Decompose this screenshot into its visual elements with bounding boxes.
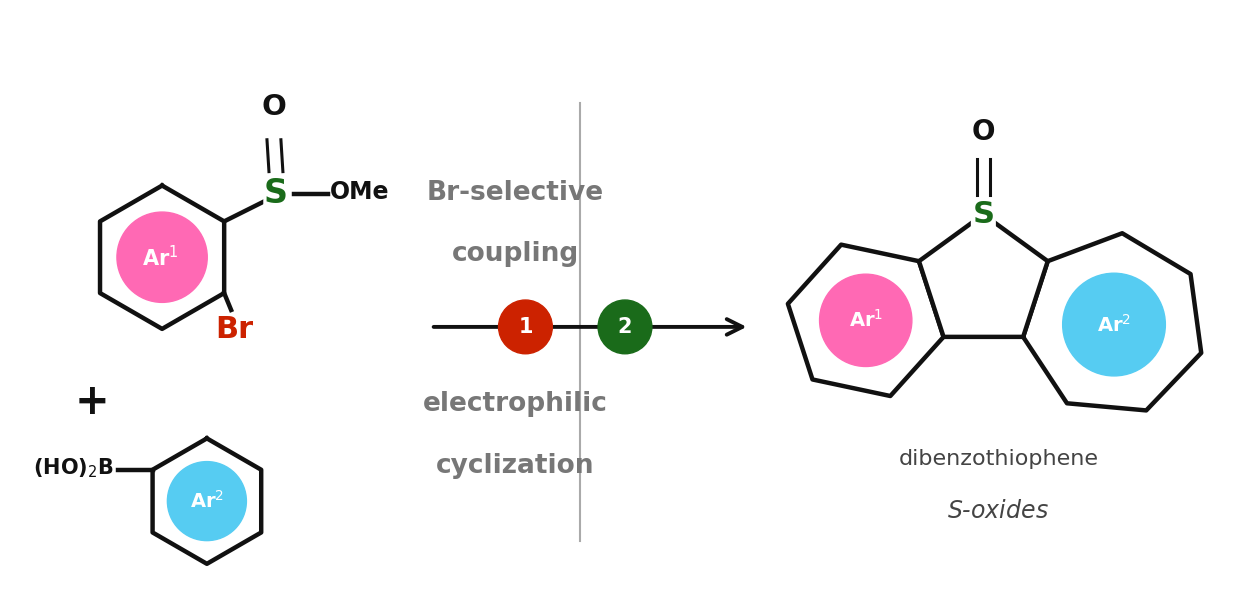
Text: dibenzothiophene: dibenzothiophene — [898, 449, 1098, 469]
Text: Br-selective: Br-selective — [427, 179, 605, 206]
Polygon shape — [787, 245, 943, 396]
Text: S: S — [973, 200, 994, 229]
Polygon shape — [919, 214, 1047, 337]
Circle shape — [499, 300, 552, 354]
Text: cyclization: cyclization — [437, 453, 595, 479]
Text: O: O — [972, 118, 995, 146]
Circle shape — [820, 274, 912, 367]
Polygon shape — [100, 185, 224, 329]
Polygon shape — [153, 438, 261, 564]
Text: $\it{S}$-oxides: $\it{S}$-oxides — [948, 499, 1049, 523]
Circle shape — [1062, 273, 1166, 376]
Text: 2: 2 — [618, 317, 632, 337]
Text: OMe: OMe — [330, 179, 389, 204]
Polygon shape — [1023, 233, 1202, 411]
Circle shape — [168, 461, 246, 540]
Text: O: O — [261, 93, 286, 121]
Text: Br: Br — [215, 315, 254, 345]
Text: Ar$^1$: Ar$^1$ — [142, 245, 178, 270]
Text: (HO)$_2$B: (HO)$_2$B — [34, 456, 113, 480]
Circle shape — [117, 212, 208, 302]
Text: S: S — [264, 177, 287, 210]
Text: coupling: coupling — [452, 241, 580, 267]
Text: Ar$^2$: Ar$^2$ — [1097, 313, 1131, 335]
Text: Ar$^1$: Ar$^1$ — [848, 310, 883, 331]
Text: 1: 1 — [519, 317, 532, 337]
Text: electrophilic: electrophilic — [423, 390, 608, 417]
Circle shape — [598, 300, 652, 354]
Text: +: + — [75, 381, 109, 422]
Text: Ar$^2$: Ar$^2$ — [190, 490, 224, 512]
